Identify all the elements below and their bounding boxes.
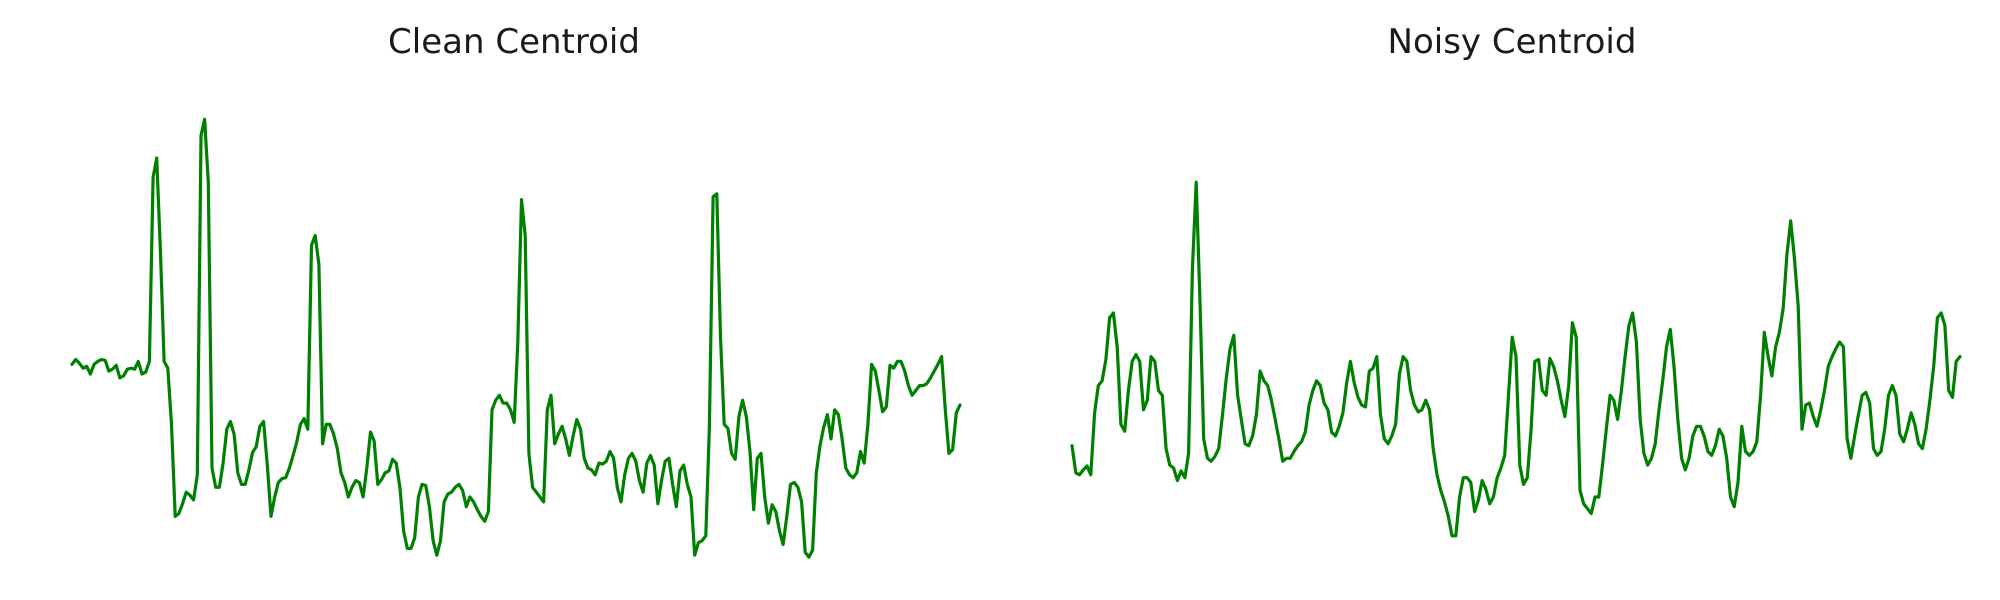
chart-title: Clean Centroid	[388, 22, 640, 62]
series-group	[70, 117, 962, 559]
series-line-0	[1070, 180, 1962, 538]
noisy-centroid-plot	[1070, 180, 1962, 538]
clean-centroid-plot	[70, 117, 962, 559]
series-line-0	[70, 117, 962, 559]
chart-title: Noisy Centroid	[1387, 22, 1637, 62]
clean-centroid-panel: Clean Centroid	[70, 22, 962, 559]
series-group	[1070, 180, 1962, 538]
noisy-centroid-panel: Noisy Centroid	[1000, 0, 2000, 600]
